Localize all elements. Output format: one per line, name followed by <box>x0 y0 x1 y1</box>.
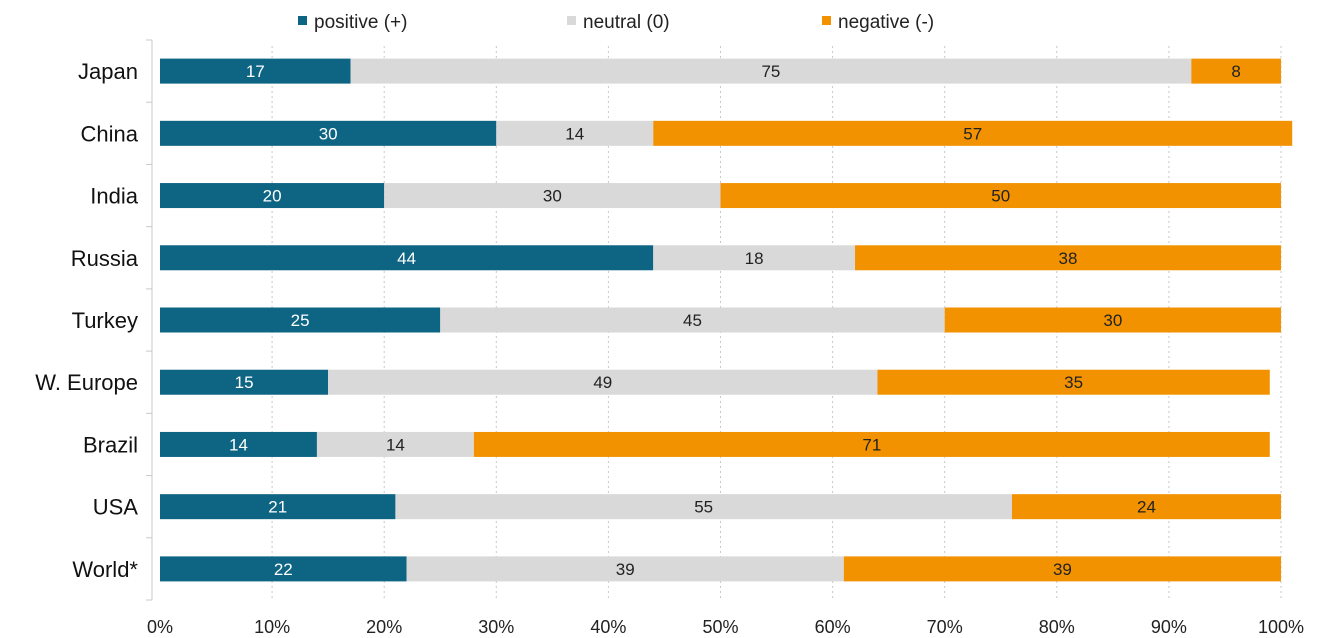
category-labels: Japan China India Russia Turkey W. Europe Braz… <box>35 59 138 582</box>
bars <box>160 58 1293 582</box>
value-label: 44 <box>397 249 416 268</box>
legend-swatch <box>822 16 831 25</box>
bar-segment <box>160 494 396 520</box>
value-label: 75 <box>761 62 780 81</box>
bar-segment <box>160 369 329 395</box>
value-label: 14 <box>386 435 405 454</box>
value-label: 24 <box>1137 498 1156 517</box>
value-label: 8 <box>1231 62 1240 81</box>
category-label: World* <box>72 557 138 582</box>
x-tick-label: 70% <box>927 617 963 637</box>
bar-segment <box>160 307 441 333</box>
bar-segment <box>944 307 1281 333</box>
x-tick-label: 0% <box>147 617 173 637</box>
bar-segment <box>160 556 407 582</box>
value-label: 17 <box>246 62 265 81</box>
value-label: 57 <box>963 124 982 143</box>
x-tick-labels: 0% 10% 20% 30% 40% 50% 60% 70% 80% 90% 100% <box>147 617 1304 637</box>
bar-segment <box>350 58 1192 84</box>
bar-segment <box>328 369 878 395</box>
value-label: 15 <box>235 373 254 392</box>
x-tick-label: 90% <box>1151 617 1187 637</box>
bar-segment <box>720 183 1281 209</box>
x-tick-label: 60% <box>815 617 851 637</box>
legend-item[interactable]: negative (-) <box>822 12 934 33</box>
x-tick-label: 10% <box>254 617 290 637</box>
bar-segment <box>160 431 317 457</box>
value-label: 22 <box>274 560 293 579</box>
bar-segment <box>653 245 856 271</box>
legend[interactable]: positive (+) neutral (0) negative (-) <box>298 12 934 33</box>
legend-label: negative (-) <box>838 12 934 33</box>
bar-segment <box>855 245 1281 271</box>
legend-swatch <box>567 16 576 25</box>
category-label: India <box>90 184 138 209</box>
value-label: 30 <box>1103 311 1122 330</box>
category-label: China <box>81 121 139 146</box>
x-tick-label: 100% <box>1258 617 1304 637</box>
value-label: 20 <box>263 187 282 206</box>
bar-segment <box>843 556 1281 582</box>
value-labels: 17 75 8 30 14 57 20 30 50 44 18 38 25 45 30 15 49 35 14 14 7… <box>229 62 1241 579</box>
value-label: 21 <box>268 498 287 517</box>
value-label: 25 <box>291 311 310 330</box>
bar-segment <box>496 120 654 146</box>
bar-segment <box>653 120 1293 146</box>
bar-segment <box>160 245 654 271</box>
value-label: 38 <box>1059 249 1078 268</box>
value-label: 39 <box>616 560 635 579</box>
value-label: 30 <box>543 187 562 206</box>
bar-segment <box>395 494 1012 520</box>
bar-segment <box>316 431 474 457</box>
value-label: 30 <box>319 124 338 143</box>
legend-item[interactable]: neutral (0) <box>567 12 670 33</box>
value-label: 50 <box>991 187 1010 206</box>
value-label: 14 <box>229 435 248 454</box>
category-label: Brazil <box>83 432 138 457</box>
legend-label: neutral (0) <box>583 12 670 33</box>
category-label: Turkey <box>72 308 138 333</box>
bar-segment <box>440 307 945 333</box>
value-label: 45 <box>683 311 702 330</box>
legend-label: positive (+) <box>314 12 407 33</box>
value-label: 39 <box>1053 560 1072 579</box>
category-label: W. Europe <box>35 370 138 395</box>
value-label: 49 <box>593 373 612 392</box>
x-tick-label: 20% <box>366 617 402 637</box>
value-label: 18 <box>745 249 764 268</box>
x-tick-label: 40% <box>590 617 626 637</box>
x-tick-label: 80% <box>1039 617 1075 637</box>
x-tick-label: 30% <box>478 617 514 637</box>
bar-segment <box>160 58 351 84</box>
bar-segment <box>384 183 721 209</box>
bar-segment <box>160 120 497 146</box>
x-tick-label: 50% <box>702 617 738 637</box>
bar-segment <box>473 431 1270 457</box>
category-label: Russia <box>71 246 139 271</box>
value-label: 35 <box>1064 373 1083 392</box>
bar-segment <box>1191 58 1281 84</box>
bar-segment <box>877 369 1270 395</box>
bar-segment <box>160 183 385 209</box>
bar-segment <box>406 556 844 582</box>
legend-item[interactable]: positive (+) <box>298 12 407 33</box>
legend-swatch <box>298 16 307 25</box>
value-label: 71 <box>862 435 881 454</box>
bar-segment <box>1011 494 1281 520</box>
category-label: Japan <box>78 59 138 84</box>
category-label: USA <box>93 495 139 520</box>
value-label: 14 <box>565 124 584 143</box>
value-label: 55 <box>694 498 713 517</box>
